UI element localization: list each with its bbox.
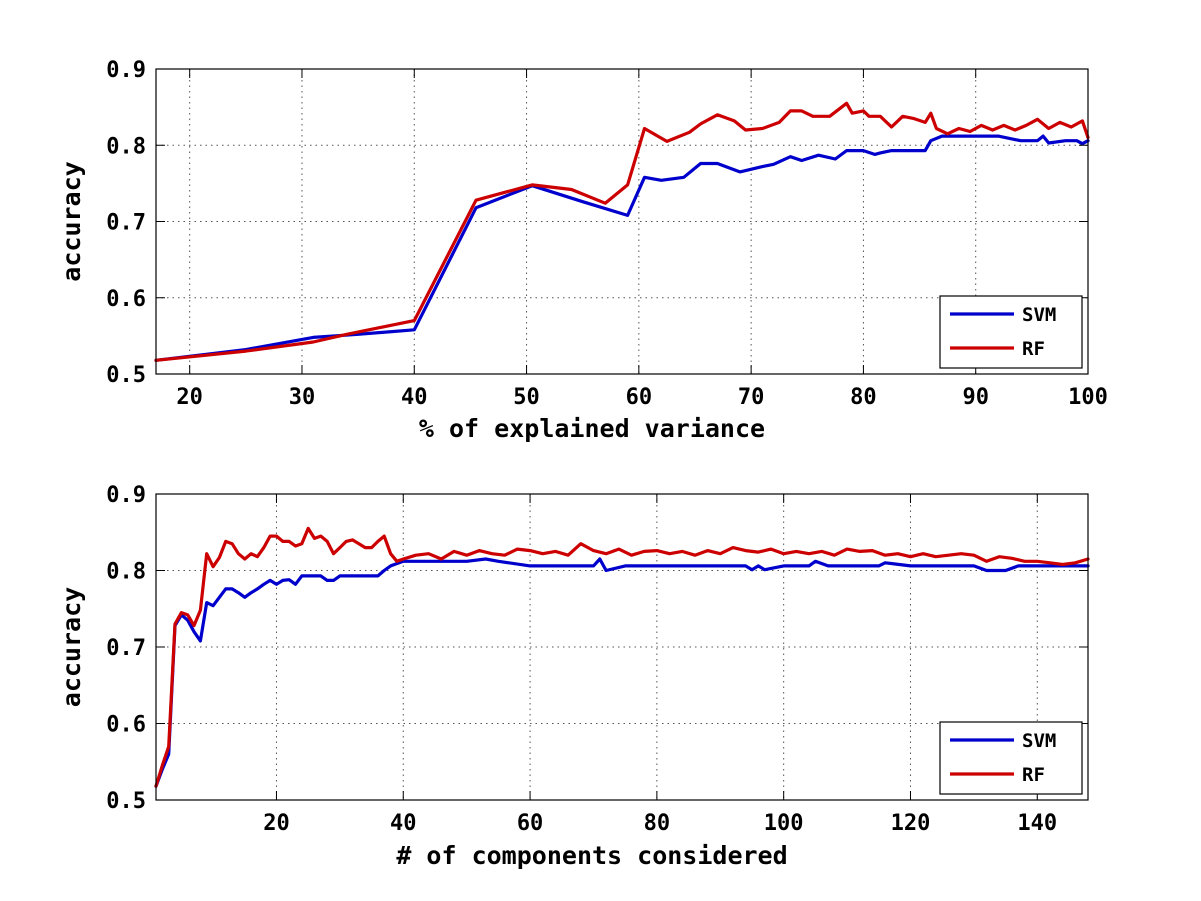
legend-box bbox=[939, 721, 1083, 795]
x-tick-label: 100 bbox=[764, 811, 804, 836]
series-line-rf bbox=[154, 101, 1090, 362]
series-line-rf bbox=[154, 526, 1090, 788]
x-tick-label: 60 bbox=[626, 385, 653, 410]
series-line-svm bbox=[154, 557, 1090, 788]
x-tick-label: 80 bbox=[850, 385, 877, 410]
x-tick-label: 20 bbox=[176, 385, 203, 410]
x-tick-label: 40 bbox=[401, 385, 428, 410]
y-tick-label: 0.8 bbox=[106, 134, 146, 159]
x-tick-label: 30 bbox=[289, 385, 316, 410]
x-tick-label: 100 bbox=[1068, 385, 1108, 410]
y-tick-label: 0.8 bbox=[106, 560, 146, 585]
legend-label-svm: SVM bbox=[1022, 304, 1056, 326]
y-tick-label: 0.7 bbox=[106, 636, 146, 661]
legend-label-rf: RF bbox=[1022, 764, 1045, 786]
x-tick-label: 50 bbox=[513, 385, 540, 410]
x-tick-label: 20 bbox=[263, 811, 290, 836]
x-tick-label: 40 bbox=[390, 811, 417, 836]
x-tick-label: 60 bbox=[517, 811, 544, 836]
charts-container: 20 30 40 50 60 70 80 90 100 0.5 0.6 0.7 0.8 0.9 % of e… bbox=[57, 58, 1108, 870]
x-tick-label: 140 bbox=[1017, 811, 1057, 836]
legend-label-svm: SVM bbox=[1022, 730, 1056, 752]
x-tick-label: 80 bbox=[644, 811, 671, 836]
y-tick-label: 0.6 bbox=[106, 287, 146, 312]
chart-panel-1: 20 30 40 50 60 70 80 90 100 0.5 0.6 0.7 0.8 0.9 % of e… bbox=[57, 58, 1108, 443]
x-tick-label: 120 bbox=[891, 811, 931, 836]
x-axis-label: % of explained variance bbox=[419, 414, 765, 443]
legend: SVM RF bbox=[939, 295, 1083, 369]
legend: SVM RF bbox=[939, 721, 1083, 795]
y-axis-label: accuracy bbox=[57, 587, 86, 707]
x-tick-label: 90 bbox=[962, 385, 989, 410]
y-tick-label: 0.9 bbox=[106, 58, 146, 83]
y-axis-label: accuracy bbox=[57, 161, 86, 281]
series-line-svm bbox=[154, 134, 1090, 362]
legend-label-rf: RF bbox=[1022, 338, 1045, 360]
y-tick-label: 0.5 bbox=[106, 363, 146, 388]
chart-panel-2: 20 40 60 80 100 120 140 0.5 0.6 0.7 0.8 0.9 # of com… bbox=[57, 483, 1090, 870]
y-tick-label: 0.7 bbox=[106, 211, 146, 236]
y-tick-label: 0.9 bbox=[106, 483, 146, 508]
legend-box bbox=[939, 295, 1083, 369]
y-tick-label: 0.5 bbox=[106, 789, 146, 814]
y-tick-label: 0.6 bbox=[106, 713, 146, 738]
x-tick-label: 70 bbox=[738, 385, 765, 410]
x-axis-label: # of components considered bbox=[396, 841, 787, 870]
